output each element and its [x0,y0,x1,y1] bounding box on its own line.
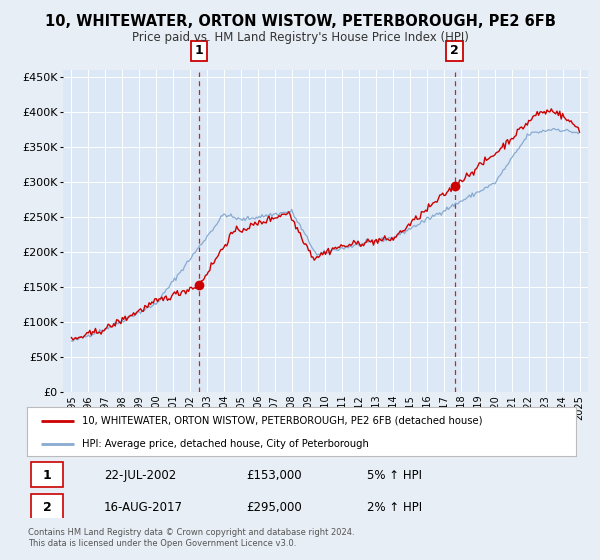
Text: 2: 2 [43,501,52,514]
Text: 2: 2 [450,44,459,58]
FancyBboxPatch shape [31,462,63,487]
Text: 22-JUL-2002: 22-JUL-2002 [104,469,176,482]
Text: 1: 1 [43,469,52,482]
Text: 2% ↑ HPI: 2% ↑ HPI [367,501,422,514]
Text: £153,000: £153,000 [247,469,302,482]
Text: Contains HM Land Registry data © Crown copyright and database right 2024.: Contains HM Land Registry data © Crown c… [28,528,355,536]
Text: Price paid vs. HM Land Registry's House Price Index (HPI): Price paid vs. HM Land Registry's House … [131,31,469,44]
Text: HPI: Average price, detached house, City of Peterborough: HPI: Average price, detached house, City… [82,439,369,449]
Text: £295,000: £295,000 [247,501,302,514]
Text: 10, WHITEWATER, ORTON WISTOW, PETERBOROUGH, PE2 6FB (detached house): 10, WHITEWATER, ORTON WISTOW, PETERBOROU… [82,416,482,426]
Text: 16-AUG-2017: 16-AUG-2017 [104,501,183,514]
Text: This data is licensed under the Open Government Licence v3.0.: This data is licensed under the Open Gov… [28,539,296,548]
FancyBboxPatch shape [31,494,63,519]
Text: 10, WHITEWATER, ORTON WISTOW, PETERBOROUGH, PE2 6FB: 10, WHITEWATER, ORTON WISTOW, PETERBOROU… [44,14,556,29]
Text: 1: 1 [195,44,204,58]
Text: 5% ↑ HPI: 5% ↑ HPI [367,469,422,482]
